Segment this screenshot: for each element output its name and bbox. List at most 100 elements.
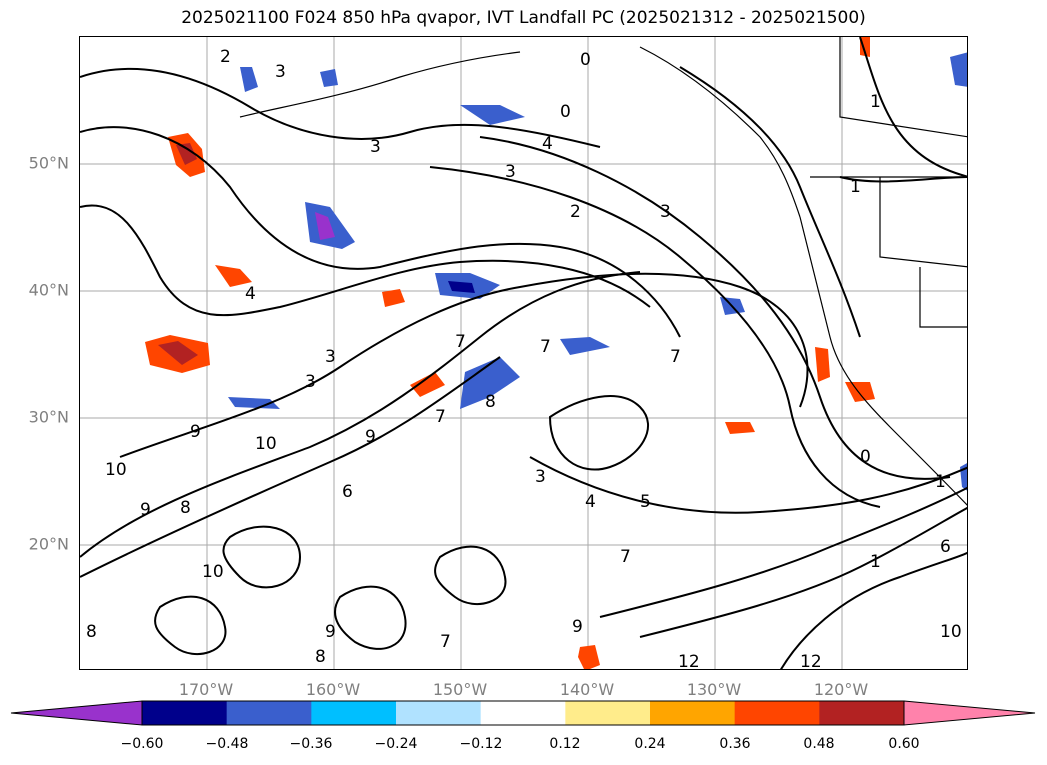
contour-label: 9	[325, 622, 336, 642]
colorbar-segment	[226, 701, 312, 725]
contour-line	[434, 545, 507, 606]
contour-label: 3	[275, 62, 286, 82]
contour-label: 2	[570, 202, 581, 222]
coastlines	[239, 37, 967, 506]
colorbar-tick-label: −0.48	[205, 736, 249, 752]
lon-label-130w: 130°W	[686, 680, 742, 699]
map-svg: 2 3 3 0 0 4 3 2 3 1 1 4 3 3 7 7 7 7 8 10…	[80, 37, 967, 670]
contour-label: 0	[860, 447, 871, 467]
patch-positive	[815, 347, 830, 382]
contour-line	[80, 356, 501, 578]
contour-label: 10	[202, 562, 224, 582]
patch-negative	[240, 67, 258, 92]
colorbar	[10, 700, 1036, 726]
contour-label: 8	[180, 498, 191, 518]
contour-label: 6	[342, 482, 353, 502]
state-borders	[919, 267, 967, 328]
chart-title: 2025021100 F024 850 hPa qvapor, IVT Land…	[181, 8, 866, 28]
contour-line	[679, 66, 861, 338]
lat-label-50n: 50°N	[28, 153, 69, 173]
patch-positive	[176, 143, 197, 165]
contour-line	[599, 486, 967, 618]
contour-line	[119, 272, 809, 458]
lat-label-30n: 30°N	[28, 407, 69, 427]
colorbar-outline-right	[903, 700, 1036, 726]
contour-line	[334, 585, 407, 650]
coastline-west-coast	[799, 216, 967, 506]
patch-positive	[382, 289, 405, 307]
contour-label: 3	[370, 137, 381, 157]
colorbar-tick-label: −0.36	[289, 736, 333, 752]
contour-label: 12	[800, 652, 822, 670]
contour-labels: 2 3 3 0 0 4 3 2 3 1 1 4 3 3 7 7 7 7 8 10…	[86, 47, 962, 670]
contour-label: 1	[850, 177, 861, 197]
colorbar-segment	[650, 701, 736, 725]
contour-label: 8	[86, 622, 97, 642]
contour-label: 10	[940, 622, 962, 642]
colorbar-tick-label: 0.36	[719, 736, 751, 752]
colorbar-segment	[396, 701, 482, 725]
filled-patches	[145, 37, 967, 669]
colorbar-tick-label: −0.12	[459, 736, 503, 752]
patch-positive	[845, 382, 875, 402]
colorbar-segment	[311, 701, 397, 725]
contour-line	[154, 595, 227, 656]
contour-label: 4	[585, 492, 596, 512]
contour-label: 7	[670, 347, 681, 367]
state-borders	[879, 177, 967, 268]
lon-label-160w: 160°W	[305, 680, 361, 699]
patch-negative	[950, 52, 967, 87]
contour-lines	[80, 37, 967, 669]
patch-positive	[158, 341, 198, 365]
contour-label: 3	[305, 372, 316, 392]
lat-label-40n: 40°N	[28, 280, 69, 300]
contour-line	[222, 525, 302, 589]
patch-negative	[315, 212, 335, 240]
coastline-alaska	[239, 51, 521, 118]
contour-label: 9	[190, 422, 201, 442]
contour-line	[80, 126, 681, 338]
contour-line	[529, 456, 967, 514]
patch-negative	[460, 105, 525, 125]
contour-label: 12	[678, 652, 700, 670]
contour-line	[859, 37, 967, 178]
patch-negative	[448, 281, 475, 293]
contour-label: 7	[440, 632, 451, 652]
patch-negative	[460, 357, 520, 409]
colorbar-segment	[819, 701, 905, 725]
patch-positive	[725, 422, 755, 434]
contour-label: 9	[140, 500, 151, 520]
contour-label: 3	[505, 162, 516, 182]
colorbar-segment	[734, 701, 820, 725]
contour-line	[80, 271, 641, 558]
patch-positive	[410, 372, 445, 397]
colorbar-tick-label: −0.24	[374, 736, 418, 752]
contour-label: 1	[935, 472, 946, 492]
colorbar-segment	[565, 701, 651, 725]
contour-label: 2	[220, 47, 231, 67]
map-panel: 2 3 3 0 0 4 3 2 3 1 1 4 3 3 7 7 7 7 8 10…	[79, 36, 968, 670]
coastline-bc	[639, 46, 801, 218]
colorbar-extend-right	[904, 701, 1035, 725]
contour-label: 10	[105, 460, 127, 480]
colorbar-tick-label: −0.60	[120, 736, 164, 752]
contour-line	[479, 136, 951, 480]
contour-label: 3	[325, 347, 336, 367]
contour-label: 3	[535, 467, 546, 487]
patch-negative	[320, 69, 338, 87]
colorbar-segments	[11, 701, 1035, 725]
contour-line	[639, 506, 967, 638]
contour-line	[80, 204, 651, 317]
contour-label: 8	[315, 647, 326, 667]
contour-label: 6	[940, 537, 951, 557]
lon-label-150w: 150°W	[432, 680, 488, 699]
colorbar-tick-label: 0.60	[888, 736, 920, 752]
contour-label: 5	[640, 492, 651, 512]
contour-label: 9	[572, 617, 583, 637]
contour-label: 4	[245, 284, 256, 304]
contour-line	[429, 166, 881, 508]
contour-label: 0	[560, 102, 571, 122]
contour-label: 7	[540, 337, 551, 357]
contour-label: 7	[620, 547, 631, 567]
patch-positive	[578, 645, 600, 669]
